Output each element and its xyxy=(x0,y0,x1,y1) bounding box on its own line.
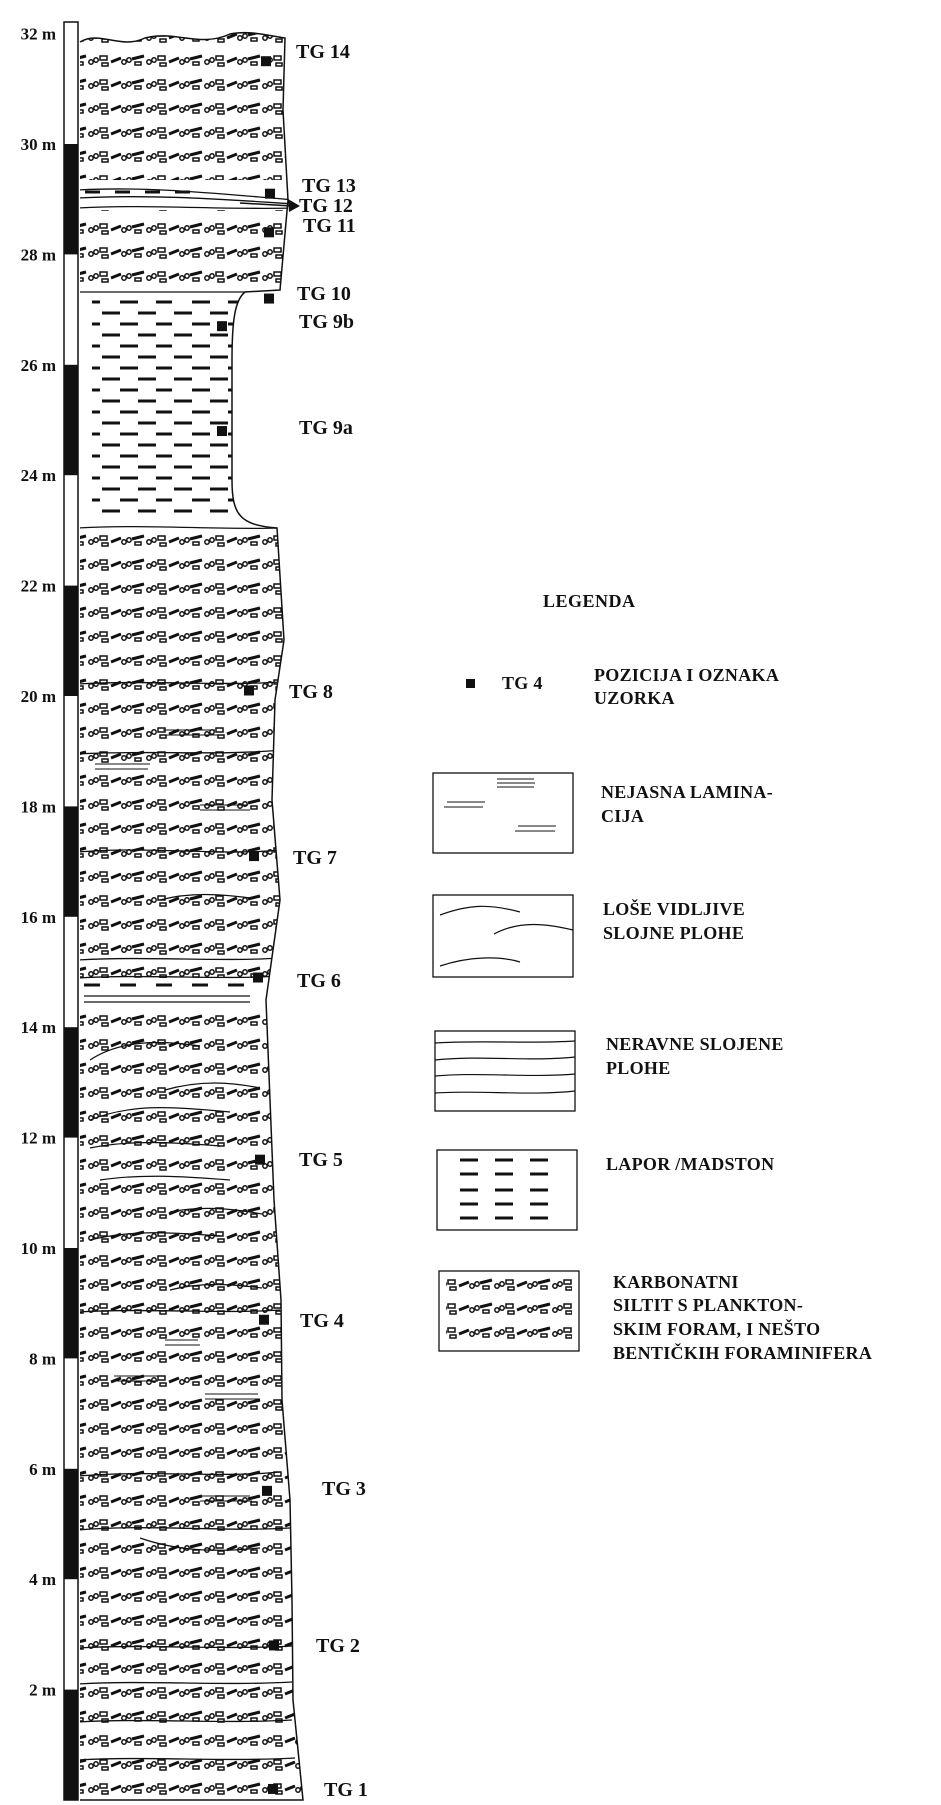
scale-segment xyxy=(64,1027,78,1138)
legend-uneven-text-2: PLOHE xyxy=(606,1058,671,1078)
scale-segment xyxy=(64,585,78,696)
tg12-pointer xyxy=(239,202,293,207)
sample-label-tg2: TG 2 xyxy=(316,1635,360,1657)
scale-segment xyxy=(64,1689,78,1800)
depth-scale-bar: 2 m 4 m 6 m 8 m 10 m 12 m 14 m 16 m 18 m 20 m 22 m… xyxy=(21,21,79,1801)
sample-label-tg6: TG 6 xyxy=(297,970,341,992)
siltite-fill xyxy=(80,32,303,1801)
bed-boundaries xyxy=(80,188,296,1761)
legend: LEGENDA TG 4 POZICIJA I OZNAKA UZORKA NE… xyxy=(432,591,872,1363)
sample-label-tg4: TG 4 xyxy=(300,1310,344,1332)
sample-marker-tg6 xyxy=(253,972,263,983)
scale-tick-labels: 2 m 4 m 6 m 8 m 10 m 12 m 14 m 16 m 18 m 20 m 22 m… xyxy=(21,25,56,1700)
legend-sample-text-2: UZORKA xyxy=(594,688,675,708)
scale-segment xyxy=(64,364,78,476)
scale-tick-label: 14 m xyxy=(21,1018,56,1037)
column-outline xyxy=(79,31,304,1801)
legend-title: LEGENDA xyxy=(543,591,636,611)
sample-label-tg11: TG 11 xyxy=(303,215,356,237)
sample-label-tg14: TG 14 xyxy=(296,41,350,63)
scale-tick-label: 16 m xyxy=(21,908,56,927)
lithology-column xyxy=(79,31,304,1801)
scale-tick-label: 32 m xyxy=(21,25,56,44)
scale-segment xyxy=(64,1468,78,1580)
sample-marker-tg5 xyxy=(255,1154,265,1165)
sample-markers: TG 1 TG 2 TG 3 TG 4 TG 5 TG 6 TG 7 TG 8 TG 9a TG … xyxy=(217,41,368,1801)
sample-marker-tg11 xyxy=(264,227,274,238)
sample-label-tg10: TG 10 xyxy=(297,283,351,305)
scale-tick-label: 24 m xyxy=(21,466,56,485)
scale-tick-label: 10 m xyxy=(21,1239,56,1258)
marl-band-tg6 xyxy=(84,983,250,1003)
legend-sample-marker xyxy=(466,679,475,688)
sample-marker-tg1 xyxy=(268,1783,278,1794)
sample-marker-tg7 xyxy=(249,851,259,862)
scale-tick-label: 18 m xyxy=(21,797,56,816)
scale-tick-label: 6 m xyxy=(29,1460,56,1479)
scale-tick-label: 20 m xyxy=(21,687,56,706)
scale-tick-label: 26 m xyxy=(21,356,56,375)
scale-segment xyxy=(64,806,78,917)
scale-segment xyxy=(64,144,78,255)
scale-bar-segments xyxy=(64,144,78,1800)
unclear-lamination xyxy=(95,729,260,1502)
sample-label-tg9b: TG 9b xyxy=(299,311,354,333)
legend-uneven-text-1: NERAVNE SLOJENE xyxy=(606,1034,784,1054)
sample-label-tg9a: TG 9a xyxy=(299,417,353,439)
legend-bedding-text-2: SLOJNE PLOHE xyxy=(603,923,744,943)
sample-label-tg7: TG 7 xyxy=(293,847,337,869)
sample-marker-tg4 xyxy=(259,1314,269,1325)
legend-sample-text-1: POZICIJA I OZNAKA xyxy=(594,665,779,685)
legend-siltite-text-4: BENTIČKIH FORAMINIFERA xyxy=(613,1342,872,1363)
sample-label-tg3: TG 3 xyxy=(322,1478,366,1500)
legend-bedding-text-1: LOŠE VIDLJIVE xyxy=(603,898,745,919)
legend-marl-text: LAPOR /MADSTON xyxy=(606,1154,774,1174)
legend-siltite-text-1: KARBONATNI xyxy=(613,1272,739,1292)
scale-segment xyxy=(64,1248,78,1359)
scale-tick-label: 12 m xyxy=(21,1129,56,1148)
legend-swatch-bedding xyxy=(432,894,574,978)
sample-marker-tg3 xyxy=(262,1485,272,1496)
sample-marker-tg9b xyxy=(217,321,227,332)
sample-marker-tg9a xyxy=(217,426,227,437)
poor-bedding-planes xyxy=(89,893,263,1551)
legend-swatch-lamination xyxy=(432,772,574,854)
sample-label-tg8: TG 8 xyxy=(289,681,333,703)
marl-fill xyxy=(92,298,242,518)
legend-swatch-uneven xyxy=(434,1030,576,1112)
tg12-arrowhead xyxy=(288,199,300,212)
sample-marker-tg8 xyxy=(244,685,254,696)
legend-siltite-text-2: SILTIT S PLANKTON- xyxy=(613,1295,803,1315)
sample-marker-tg13 xyxy=(265,188,275,199)
scale-tick-label: 30 m xyxy=(21,135,56,154)
sample-label-tg13: TG 13 xyxy=(302,175,356,197)
legend-swatch-marl xyxy=(436,1149,578,1231)
legend-swatch-siltite xyxy=(438,1270,580,1352)
scale-tick-label: 2 m xyxy=(29,1681,56,1700)
legend-sample-example: TG 4 xyxy=(502,673,543,693)
scale-tick-label: 8 m xyxy=(29,1349,56,1368)
sample-marker-tg14 xyxy=(261,56,271,67)
legend-siltite-text-3: SKIM FORAM, I NEŠTO xyxy=(613,1318,820,1339)
scale-tick-label: 28 m xyxy=(21,245,56,264)
sample-label-tg12: TG 12 xyxy=(299,195,353,217)
sample-label-tg5: TG 5 xyxy=(299,1149,343,1171)
sample-marker-tg10 xyxy=(264,293,274,304)
sample-marker-tg2 xyxy=(269,1640,279,1651)
sample-label-tg1: TG 1 xyxy=(324,1779,368,1801)
scale-tick-label: 4 m xyxy=(29,1570,56,1589)
legend-lamination-text-1: NEJASNA LAMINA- xyxy=(601,782,773,802)
legend-lamination-text-2: CIJA xyxy=(601,806,644,826)
scale-tick-label: 22 m xyxy=(21,577,56,596)
